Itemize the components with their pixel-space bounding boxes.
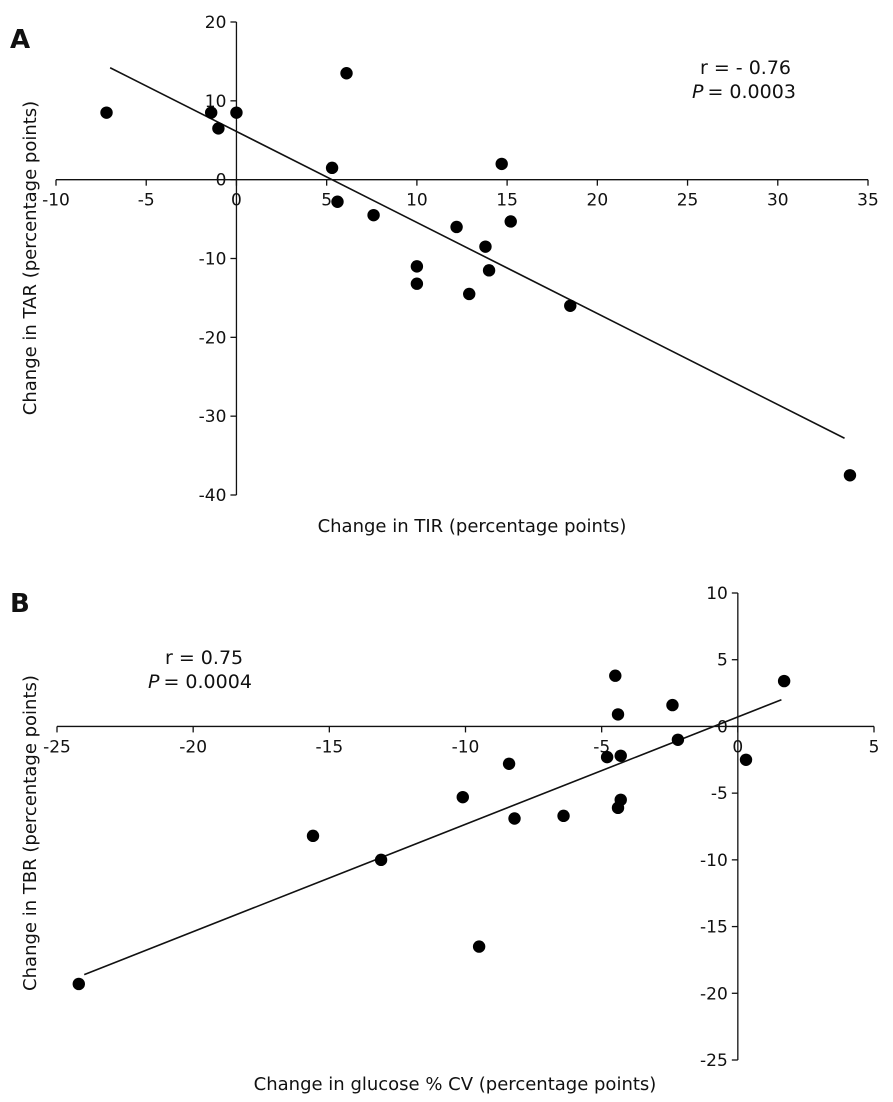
panel-b-x-tick-label: -25 [43, 737, 71, 757]
panel-b-y-tick-label: 5 [717, 651, 728, 671]
panel-b-data-point [666, 698, 679, 712]
panel-a-y-tick-label: -20 [199, 328, 227, 348]
panel-a-data-point [495, 157, 508, 171]
panel-b-data-point [611, 708, 625, 721]
panel-a-label: A [10, 25, 30, 55]
panel-a-data-point [410, 260, 424, 273]
panel-a-data-point [100, 106, 113, 119]
panel-a-y-tick-label: 20 [205, 13, 227, 33]
panel-b-x-tick-label: -20 [179, 737, 207, 757]
panel-b-data-point [456, 790, 469, 804]
panel-a-data-point [564, 299, 577, 312]
panel-a-y-tick-label: 0 [216, 171, 227, 191]
panel-b-y-tick-label: -25 [700, 1051, 728, 1071]
panel-b-x-tick-label: -10 [452, 737, 480, 757]
panel-b-data-point [306, 829, 320, 843]
panel-b-data-point [739, 753, 753, 766]
panel-a-data-point [479, 240, 492, 253]
panel-b-p-value: P = 0.0004 [148, 671, 252, 693]
panel-b-x-tick-label: 0 [732, 737, 743, 757]
panel-a-data-point [212, 122, 225, 135]
panel-b-data-point [671, 733, 685, 746]
panel-b-data-point [609, 669, 622, 682]
panel-a-data-point [843, 469, 857, 482]
panel-a-x-tick-label: 35 [857, 191, 879, 211]
panel-a-data-point [463, 287, 476, 301]
panel-b-data-point [557, 809, 570, 823]
panel-b-p-symbol: P [148, 671, 160, 693]
panel-a-y-tick-label: -10 [199, 250, 227, 270]
panel-b-data-point [502, 757, 516, 770]
panel-a-data-point [331, 195, 344, 208]
panel-b-data-point [508, 812, 521, 825]
panel-b-y-tick-label: -20 [700, 984, 728, 1004]
panel-a-y-tick-label: -30 [199, 407, 227, 427]
panel-a-x-tick-label: 25 [677, 191, 699, 211]
panel-a-data-point [325, 161, 339, 175]
panel-a-data-point [450, 220, 463, 234]
panel-b-y-tick-label: -15 [700, 918, 728, 938]
panel-b-p-number: = 0.0004 [163, 671, 251, 693]
panel-a-x-tick-label: -5 [138, 191, 155, 211]
panel-a-x-tick-label: 30 [767, 191, 789, 211]
panel-b-label: B [10, 589, 30, 619]
panel-a-data-point [504, 215, 517, 228]
panel-b-data-point [374, 853, 388, 867]
panel-b-y-tick-label: 10 [706, 584, 728, 604]
panel-a-p-symbol: P [692, 81, 704, 103]
panel-b-data-point [72, 977, 85, 991]
panel-a-x-tick-label: 20 [587, 191, 609, 211]
panel-b-data-point [600, 750, 614, 764]
panel-a-trendline [109, 67, 845, 439]
panel-a-x-tick-label: 0 [231, 191, 242, 211]
panel-b-y-tick-label: -5 [711, 784, 728, 804]
panel-a-x-tick-label: 15 [496, 191, 518, 211]
panel-a-data-point [367, 208, 380, 222]
panel-b-data-point [472, 940, 486, 953]
panel-a-x-tick-label: -10 [42, 191, 70, 211]
panel-b-y-tick-label: -10 [700, 851, 728, 871]
panel-a-data-point [340, 67, 353, 80]
panel-b-data-point [777, 674, 791, 688]
panel-a-x-axis-title: Change in TIR (percentage points) [318, 516, 627, 537]
panel-b-x-tick-label: -15 [315, 737, 343, 757]
panel-b-correlation-r: r = 0.75 [165, 647, 243, 669]
panel-a-data-point [410, 277, 424, 290]
panel-b-y-tick-label: 0 [717, 717, 728, 737]
panel-a-data-point [204, 106, 218, 119]
panel-a-p-number: = 0.0003 [707, 81, 795, 103]
panel-a-y-axis-title: Change in TAR (percentage points) [20, 101, 41, 415]
panel-b-data-point [614, 749, 627, 762]
panel-b-data-point [614, 793, 627, 807]
panel-b-y-axis-title: Change in TBR (percentage points) [20, 675, 41, 991]
panel-a-data-point [230, 106, 243, 119]
panel-b-x-tick-label: 5 [869, 737, 880, 757]
panel-a-p-value: P = 0.0003 [692, 81, 796, 103]
panel-a-y-tick-label: -40 [199, 486, 227, 506]
panel-a-data-point [482, 264, 496, 277]
panel-a-x-tick-label: 10 [406, 191, 428, 211]
panel-a-correlation-r: r = - 0.76 [700, 57, 791, 79]
panel-b-x-axis-title: Change in glucose % CV (percentage point… [254, 1074, 657, 1095]
panel-b-trendline [83, 698, 782, 976]
panel-a-x-tick-label: 5 [321, 191, 332, 211]
